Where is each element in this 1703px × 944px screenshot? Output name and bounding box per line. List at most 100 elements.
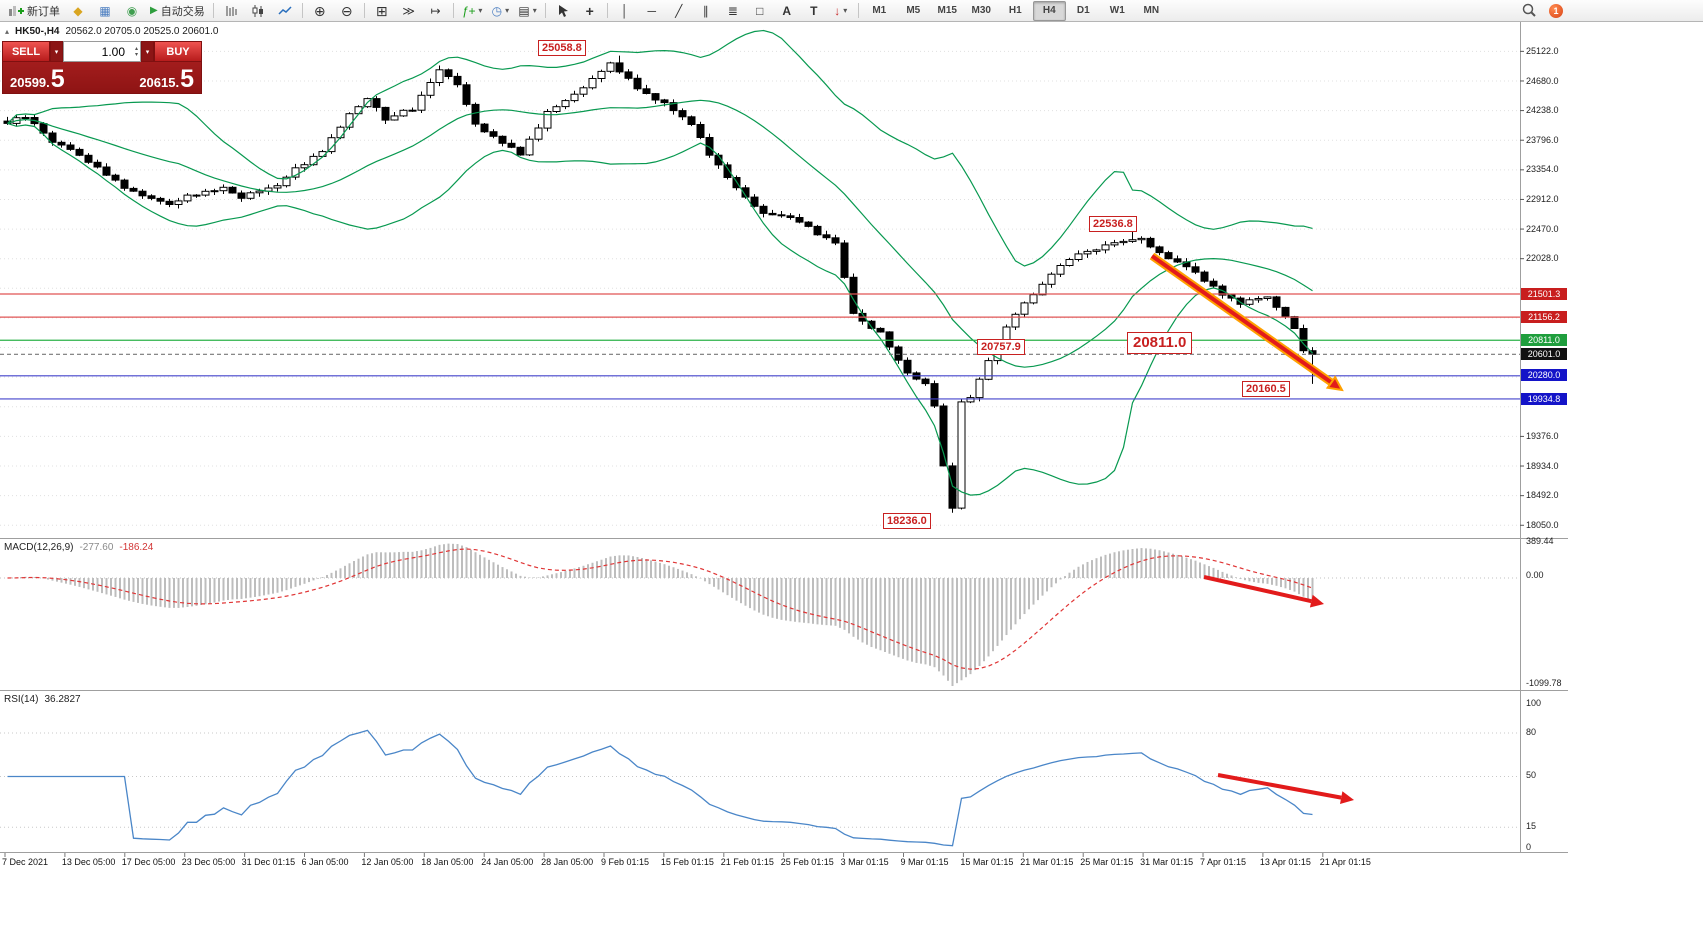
bar-chart-button[interactable] — [218, 1, 244, 21]
one-click-trading-panel: SELL ▾ ▴ ▾ ▾ BUY 20599. 5 20615. 5 — [2, 41, 202, 94]
auto-scroll-icon: ≫ — [402, 3, 415, 18]
text-tool-button[interactable]: A — [774, 1, 800, 21]
arrows-tool-button[interactable]: ↓ ▾ — [828, 1, 854, 21]
buy-price-main: 20615. — [139, 75, 180, 90]
volume-spinner[interactable]: ▴ ▾ — [135, 42, 138, 61]
templates-button[interactable]: ▤ ▾ — [514, 1, 540, 21]
toolbar-separator — [212, 3, 214, 18]
fibonacci-button[interactable]: ≣ — [720, 1, 746, 21]
shapes-button[interactable]: □ — [747, 1, 773, 21]
chevron-down-icon: ▾ — [843, 6, 848, 15]
line-chart-button[interactable] — [272, 1, 298, 21]
chevron-down-icon: ▾ — [532, 6, 537, 15]
tf-button-m30[interactable]: M30 — [971, 5, 991, 16]
cursor-button[interactable] — [550, 1, 576, 21]
label-tool-icon: T — [810, 3, 818, 18]
new-order-label: 新订单 — [27, 5, 60, 18]
chevron-down-icon: ▾ — [478, 6, 483, 15]
macd-histogram — [0, 543, 1520, 686]
rsi-line — [0, 729, 1520, 847]
autotrading-play-icon: ▶ — [150, 4, 158, 16]
templates-icon: ▤ — [518, 3, 530, 18]
ohlc-values: 20562.0 20705.0 20525.0 20601.0 — [65, 26, 219, 37]
trendline-icon: ╱ — [675, 3, 683, 18]
tf-button-mn[interactable]: MN — [1143, 5, 1160, 16]
text-tool-icon: A — [782, 3, 792, 18]
market-watch-button[interactable]: ◆ — [65, 1, 91, 21]
market-watch-icon: ◆ — [73, 3, 83, 18]
horizontal-line-button[interactable]: ─ — [639, 1, 665, 21]
periods-button[interactable]: ◷ ▾ — [487, 1, 513, 21]
sell-price-big-digit: 5 — [50, 65, 65, 93]
spin-up-icon[interactable]: ▴ — [134, 45, 138, 52]
toolbar-separator — [301, 3, 303, 18]
toolbar-separator — [363, 3, 365, 18]
tf-button-h1[interactable]: H1 — [1008, 5, 1022, 16]
bar-chart-icon — [226, 5, 237, 16]
collapse-triangle-icon[interactable]: ▴ — [5, 27, 10, 36]
bollinger-bands — [7, 29, 1313, 496]
shapes-icon: □ — [756, 3, 764, 18]
horizontal-line-objects[interactable] — [0, 293, 1520, 400]
navigator-button[interactable]: ▦ — [92, 1, 118, 21]
volume-input[interactable] — [64, 42, 140, 61]
symbol-title: HK50-,H4 — [15, 26, 60, 37]
tf-button-d1[interactable]: D1 — [1076, 5, 1090, 16]
spin-down-icon[interactable]: ▾ — [134, 51, 138, 58]
new-order-icon — [9, 5, 24, 16]
tf-button-m15[interactable]: M15 — [937, 5, 957, 16]
tile-windows-icon: ⊞ — [375, 2, 388, 19]
search-button[interactable] — [1516, 1, 1542, 21]
crosshair-button[interactable]: + — [577, 1, 603, 21]
zoom-out-icon: ⊖ — [340, 2, 353, 19]
indicators-button[interactable]: ƒ+ ▾ — [458, 1, 487, 21]
line-chart-icon — [278, 5, 292, 15]
candlestick-chart-button[interactable] — [245, 1, 271, 21]
macd-value-signal: -186.24 — [119, 542, 154, 553]
candlestick-chart-icon — [252, 4, 263, 17]
sell-price-main: 20599. — [10, 75, 50, 90]
search-icon — [1522, 3, 1536, 17]
tf-button-m5[interactable]: M5 — [906, 5, 921, 16]
tile-windows-button[interactable]: ⊞ — [369, 1, 395, 21]
terminal-button[interactable]: ◉ — [119, 1, 145, 21]
channel-button[interactable]: ∥ — [693, 1, 719, 21]
zoom-in-button[interactable]: ⊕ — [307, 1, 333, 21]
macd-title: MACD(12,26,9) — [4, 542, 74, 553]
price-grid — [0, 50, 1520, 526]
vertical-line-button[interactable]: │ — [612, 1, 638, 21]
channel-icon: ∥ — [702, 3, 709, 18]
zoom-in-icon: ⊕ — [313, 2, 326, 19]
new-order-button[interactable]: 新订单 — [4, 1, 64, 21]
trend-arrow[interactable] — [1217, 773, 1354, 804]
sell-button[interactable]: SELL — [2, 41, 50, 62]
sell-price: 20599. 5 — [10, 65, 65, 93]
autotrading-label: 自动交易 — [160, 5, 205, 18]
tf-button-w1[interactable]: W1 — [1109, 5, 1125, 16]
buy-button[interactable]: BUY — [154, 41, 202, 62]
zoom-out-button[interactable]: ⊖ — [334, 1, 360, 21]
sell-caret-icon[interactable]: ▾ — [50, 41, 63, 62]
notification-badge[interactable]: 1 — [1549, 3, 1563, 18]
buy-price: 20615. 5 — [139, 67, 194, 92]
autotrading-button[interactable]: ▶ 自动交易 — [146, 1, 209, 21]
tf-button-h4[interactable]: H4 — [1032, 0, 1066, 21]
trendline-button[interactable]: ╱ — [666, 1, 692, 21]
main-toolbar: 新订单 ◆ ▦ ◉ ▶ 自动交易 ⊕ ⊖ ⊞ ≫ ↦ ƒ+ ▾ ◷ ▾ ▤ ▾ + │… — [0, 0, 1703, 22]
trend-arrow[interactable] — [1149, 252, 1344, 392]
toolbar-separator — [452, 3, 454, 18]
arrows-tool-icon: ↓ — [834, 3, 841, 18]
toolbar-separator — [857, 3, 859, 18]
toolbar-separator — [544, 3, 546, 18]
buy-caret-icon[interactable]: ▾ — [141, 41, 154, 62]
rsi-value: 36.2827 — [44, 694, 81, 705]
label-tool-button[interactable]: T — [801, 1, 827, 21]
auto-scroll-button[interactable]: ≫ — [396, 1, 422, 21]
tf-button-m1[interactable]: M1 — [872, 5, 887, 16]
navigator-icon: ▦ — [99, 3, 111, 18]
trend-arrow[interactable] — [1203, 575, 1324, 608]
chart-shift-button[interactable]: ↦ — [423, 1, 449, 21]
vertical-line-icon: │ — [621, 3, 629, 18]
